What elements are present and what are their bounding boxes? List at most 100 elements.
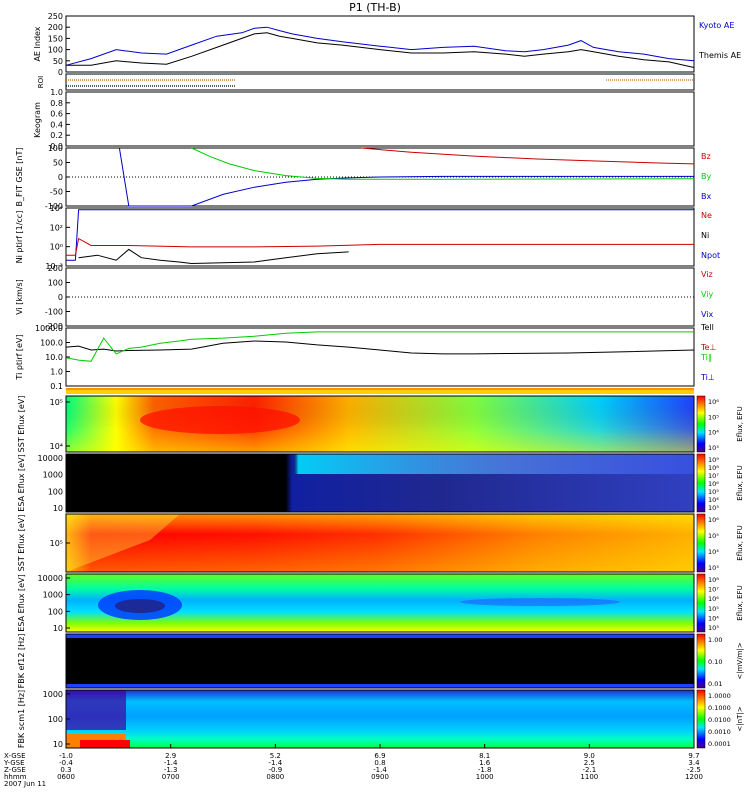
roi-ylabel: ROI bbox=[37, 76, 45, 88]
panel-fbk-2: 10 100 1000 FBK scm1 [Hz] bbox=[17, 689, 695, 749]
esa-e-upper-band bbox=[66, 454, 694, 474]
bfit-ytick-label: -100 bbox=[45, 202, 63, 211]
esa_i-colorbar-tick: 10⁶ bbox=[708, 595, 719, 603]
panel-ni: 10⁻³ 10⁰ 10² 10⁴ Ni ptirf [1/cc] Ne Ni Npot bbox=[15, 204, 720, 271]
colorbar-sst-e bbox=[696, 395, 706, 453]
vi-ytick-label: 0 bbox=[58, 293, 63, 302]
colorbar-esa-e bbox=[696, 453, 706, 513]
sst_e-colorbar-tick: 10⁴ bbox=[708, 429, 719, 437]
sst_i-colorbar-label: Eflux, EFU bbox=[736, 525, 744, 560]
sst_e-colorbar-tick: 10³ bbox=[708, 444, 719, 452]
ti-ytick-label: 0.1 bbox=[50, 382, 63, 391]
esa-i-ytick-label: 10 bbox=[53, 624, 63, 633]
legend-vix: Vix bbox=[701, 310, 714, 319]
ni-ytick-label: 10⁰ bbox=[50, 243, 63, 252]
legend-ni: Ni bbox=[701, 231, 709, 240]
legend-tell: Tell bbox=[700, 323, 714, 332]
esa-i-blob-core bbox=[115, 599, 165, 613]
xaxis-tick-label: 0.3 bbox=[60, 766, 71, 774]
ti-plot-area bbox=[65, 331, 695, 362]
fbk_efi-colorbar-tick: 0.0100 bbox=[708, 716, 731, 724]
fbk_efi-colorbar-tick: 0.0010 bbox=[708, 728, 731, 736]
xaxis-row-label: 2007 Jun 11 bbox=[4, 780, 46, 788]
keogram-ytick-label: 1.0 bbox=[50, 88, 63, 97]
bfit-series-by bbox=[191, 147, 695, 180]
sst-e-ylabel: SST Eflux [eV] bbox=[17, 396, 26, 453]
bfit-series-bx bbox=[118, 147, 694, 207]
xaxis-tick-label: 1100 bbox=[580, 773, 598, 781]
xaxis-tick-label: -1.4 bbox=[268, 759, 282, 767]
ti-ytick-label: 1.0 bbox=[50, 368, 63, 377]
bfit-ytick-label: 0 bbox=[58, 173, 63, 182]
ni-plot-area bbox=[66, 209, 694, 265]
panel-keogram: 0.0 0.2 0.40.6 0.8 1.0 Keogram bbox=[33, 88, 695, 151]
sst_e-colorbar-label: Eflux, EFU bbox=[736, 406, 744, 441]
xaxis-tick-label: 0600 bbox=[57, 773, 75, 781]
fbk-2-ytick-label: 1000 bbox=[43, 690, 63, 699]
ni-ytick-label: 10² bbox=[50, 223, 63, 232]
xaxis-tick-label: -1.8 bbox=[478, 766, 492, 774]
sst-i-overlay bbox=[66, 514, 694, 572]
ae-ytick-label: 50 bbox=[53, 57, 63, 66]
fbk-2-red-band bbox=[80, 740, 130, 748]
fbk_efi-colorbar-tick: 1.0000 bbox=[708, 692, 731, 700]
panel-sst-e: 10⁴ 10⁵ SST Eflux [eV] bbox=[17, 395, 695, 453]
esa-i-y-ticks: 10 100 1000 10000 bbox=[38, 574, 70, 633]
legend-ti-par: Ti∥ bbox=[700, 353, 712, 362]
sst-i-ytick-label: 10⁵ bbox=[50, 539, 63, 548]
ae-series-kyoto-ae bbox=[65, 26, 695, 66]
ni-series-ne bbox=[66, 209, 694, 261]
bfit-y-ticks: -100 -50 0 50 100 bbox=[45, 144, 70, 211]
panel-esa-e: 10 100 1000 10000 ESA Eflux [eV] bbox=[17, 453, 695, 513]
xaxis-tick-label: -1.3 bbox=[164, 766, 178, 774]
legend-by: By bbox=[701, 172, 711, 181]
fbk-2-ytick-label: 10 bbox=[53, 740, 63, 749]
xaxis-tick-label: -0.4 bbox=[59, 759, 73, 767]
esa_i-colorbar-tick: 10⁵ bbox=[708, 605, 719, 613]
status-strip bbox=[66, 388, 694, 394]
fbk-2-spectrogram bbox=[66, 690, 694, 748]
colorbar-fbk-2 bbox=[696, 689, 706, 749]
xaxis-tick-label: 0.8 bbox=[374, 759, 385, 767]
esa_e-colorbar-tick: 10⁵ bbox=[708, 488, 719, 496]
sst-e-ytick-label: 10⁵ bbox=[50, 398, 63, 407]
ni-ylabel: Ni ptirf [1/cc] bbox=[15, 211, 24, 264]
xaxis-tick-label: -1.4 bbox=[164, 759, 178, 767]
xaxis-row-label: X-GSE bbox=[4, 752, 26, 760]
panel-bfit: -100 -50 0 50 100 B_FIT GSE [nT] Bz By Bx bbox=[15, 144, 711, 211]
esa-e-y-ticks: 10 100 1000 10000 bbox=[38, 454, 70, 513]
esa_e-colorbar-tick: 10⁴ bbox=[708, 496, 719, 504]
fbk-1-frame bbox=[65, 633, 695, 689]
legend-kyoto-ae: Kyoto AE bbox=[699, 21, 734, 30]
xaxis-row-label: hhmm bbox=[4, 773, 27, 781]
keogram-ytick-label: 0.8 bbox=[50, 99, 63, 108]
xaxis-tick-label: 5.2 bbox=[270, 752, 281, 760]
fbk-2-ytick-label: 100 bbox=[48, 715, 63, 724]
bfit-ytick-label: -50 bbox=[50, 188, 63, 197]
esa_e-colorbar-tick: 10³ bbox=[708, 504, 719, 512]
legend-viz: Viz bbox=[701, 270, 713, 279]
esa-i-band bbox=[460, 598, 620, 606]
panel-ti: 0.1 1.0 10.0 100.0 1000.0 Ti ptirf [eV] Tell… bbox=[15, 323, 716, 391]
keogram-ytick-label: 0.0 bbox=[50, 142, 63, 151]
xaxis-tick-label: -2.5 bbox=[687, 766, 701, 774]
ae-y-ticks: 0 50 100 150 200 250 bbox=[48, 12, 70, 77]
xaxis-tick-label: 8.1 bbox=[479, 752, 490, 760]
esa-i-ytick-label: 1000 bbox=[43, 591, 63, 600]
xaxis-row-label: Z-GSE bbox=[4, 766, 26, 774]
sst_i-colorbar-tick: 10⁵ bbox=[708, 532, 719, 540]
esa_e-colorbar-label: Eflux, EFU bbox=[736, 465, 744, 500]
legend-ti-perp: Ti⊥ bbox=[700, 373, 715, 382]
panel-fbk-1: FBK ef12 [Hz] bbox=[17, 633, 695, 689]
xaxis-tick-label: 9.0 bbox=[584, 752, 595, 760]
bfit-plot-area bbox=[118, 147, 695, 207]
ti-y-ticks: 0.1 1.0 10.0 100.0 1000.0 bbox=[35, 324, 70, 391]
esa-e-ytick-label: 10 bbox=[53, 504, 63, 513]
xaxis-tick-label: 1000 bbox=[476, 773, 494, 781]
fbk_efi-colorbar-tick: 0.0001 bbox=[708, 740, 731, 748]
sst_e-colorbar-tick: 10⁶ bbox=[708, 398, 719, 406]
xaxis-tick-label: 6.9 bbox=[374, 752, 385, 760]
fbk-1-top-band bbox=[66, 634, 694, 638]
fbk_scm-colorbar-label: <|mV/m|> bbox=[736, 642, 744, 679]
